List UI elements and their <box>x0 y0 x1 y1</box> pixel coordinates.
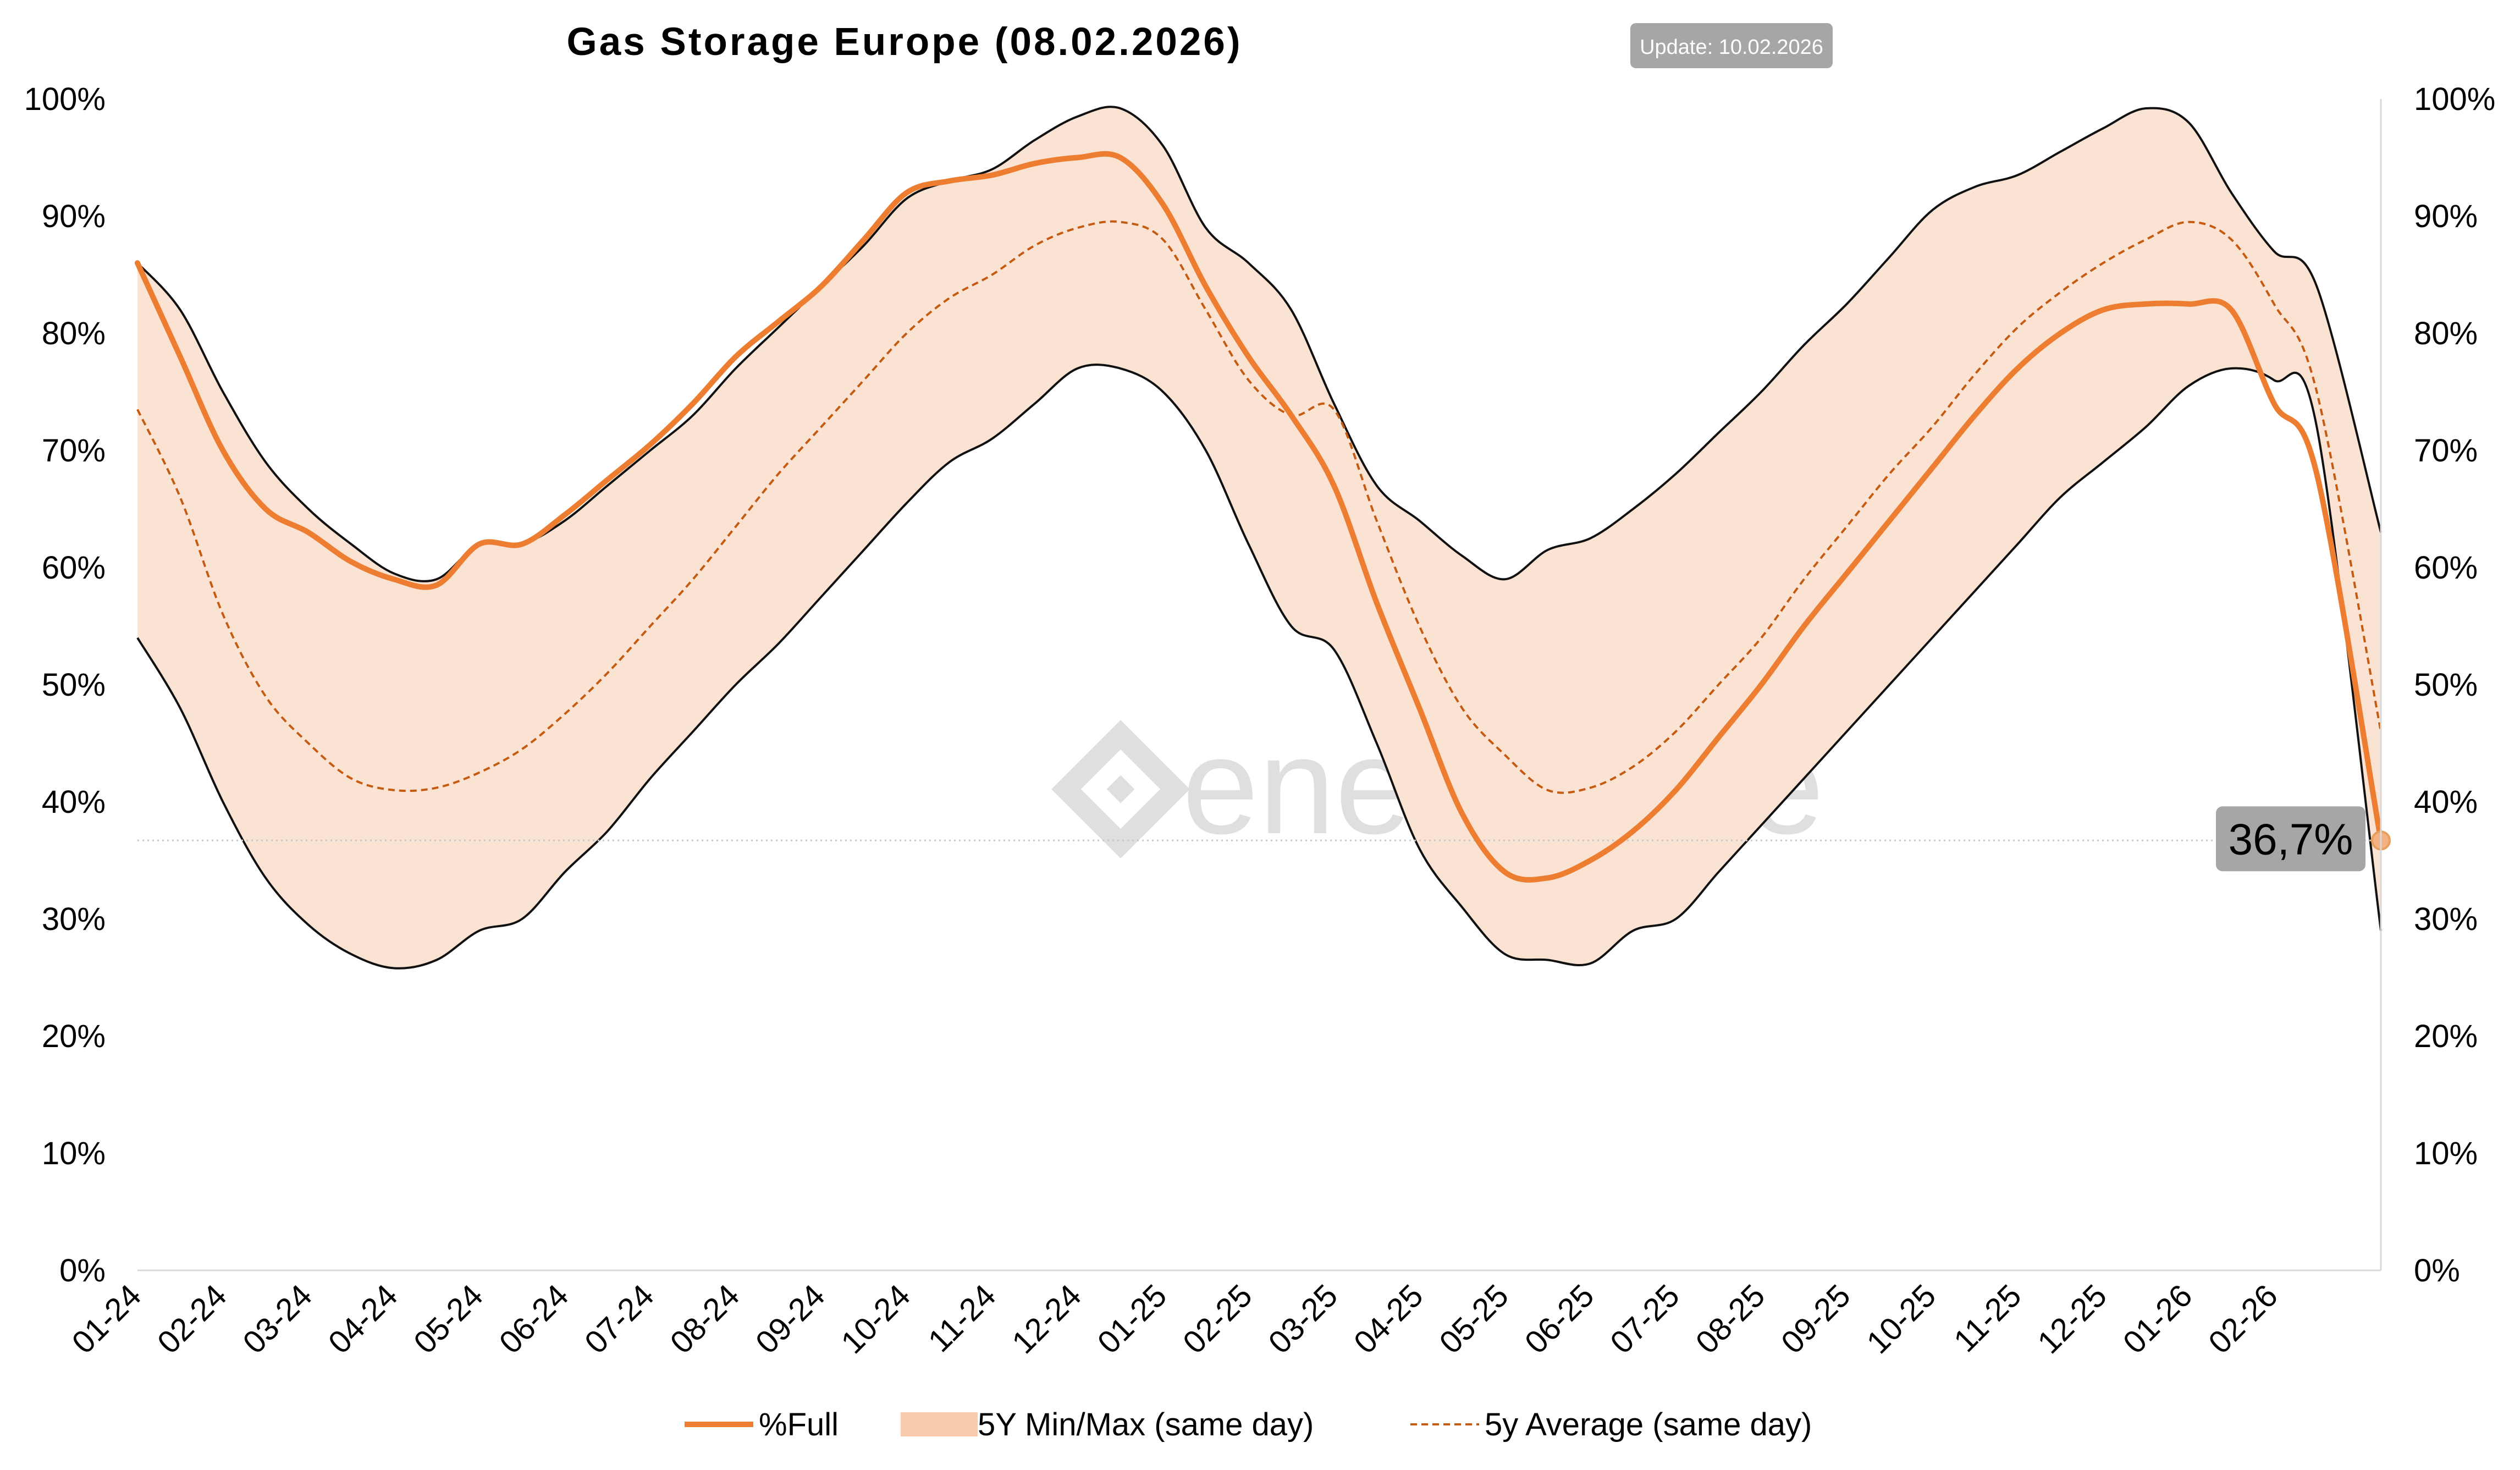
legend-item-2: 5y Average (same day) <box>1410 1407 1812 1443</box>
legend-label: %Full <box>759 1407 839 1443</box>
legend-item-0: %Full <box>685 1407 839 1443</box>
y-tick-label-left: 90% <box>42 199 106 234</box>
x-tick-label: 01-26 <box>2116 1278 2199 1361</box>
y-tick-label-left: 30% <box>42 901 106 937</box>
y-tick-label-right: 80% <box>2414 316 2478 351</box>
x-tick-label: 12-24 <box>1005 1278 1088 1361</box>
update-badge-text: Update: 10.02.2026 <box>1640 36 1823 59</box>
x-tick-label: 11-25 <box>1947 1278 2028 1359</box>
x-tick-label: 08-25 <box>1689 1278 1772 1361</box>
y-tick-label-right: 60% <box>2414 550 2478 586</box>
y-tick-label-right: 70% <box>2414 433 2478 469</box>
series-line-5y-min <box>136 364 2382 970</box>
x-tick-label: 08-24 <box>663 1278 746 1361</box>
y-tick-label-left: 40% <box>42 784 106 820</box>
x-tick-label: 03-25 <box>1261 1278 1344 1361</box>
x-tick-label: 02-24 <box>151 1278 234 1361</box>
y-tick-label-left: 0% <box>59 1253 106 1289</box>
legend-item-1: 5Y Min/Max (same day) <box>901 1407 1314 1443</box>
x-tick-label: 04-25 <box>1347 1278 1430 1361</box>
y-tick-label-right: 30% <box>2414 901 2478 937</box>
x-tick-label: 06-25 <box>1518 1278 1601 1361</box>
x-tick-label: 11-24 <box>922 1278 1003 1359</box>
y-tick-label-left: 60% <box>42 550 106 586</box>
x-tick-label: 07-24 <box>578 1278 661 1361</box>
x-tick-label: 02-25 <box>1176 1278 1259 1361</box>
legend-swatch-band <box>901 1412 978 1436</box>
x-tick-label: 05-25 <box>1432 1278 1515 1361</box>
y-tick-label-left: 100% <box>24 81 106 117</box>
x-tick-label: 02-26 <box>2202 1278 2285 1361</box>
y-tick-label-right: 100% <box>2414 81 2495 117</box>
legend-label: 5Y Min/Max (same day) <box>978 1407 1314 1443</box>
y-tick-label-right: 40% <box>2414 784 2478 820</box>
y-tick-label-right: 90% <box>2414 199 2478 234</box>
min-max-band <box>137 107 2381 968</box>
x-tick-label: 06-24 <box>492 1278 575 1361</box>
x-tick-label: 09-25 <box>1774 1278 1857 1361</box>
y-tick-label-right: 50% <box>2414 667 2478 703</box>
x-tick-label: 01-25 <box>1090 1278 1173 1361</box>
x-tick-label: 01-24 <box>65 1278 148 1361</box>
current-value-callout: 36,7% <box>2216 806 2365 872</box>
y-tick-label-left: 10% <box>42 1136 106 1171</box>
y-tick-label-left: 20% <box>42 1018 106 1054</box>
legend: %Full 5Y Min/Max (same day) 5y Average (sa… <box>685 1407 1812 1443</box>
callout-label: 36,7% <box>2229 814 2353 863</box>
x-tick-label: 03-24 <box>236 1278 319 1361</box>
x-tick-label: 09-24 <box>749 1278 832 1361</box>
update-badge-background <box>1630 23 1833 68</box>
x-tick-label: 07-25 <box>1603 1278 1686 1361</box>
plot-area: 36,7% <box>135 106 2391 970</box>
x-tick-label: 12-25 <box>2031 1278 2114 1361</box>
series-line-full <box>135 151 2384 883</box>
y-tick-label-left: 70% <box>42 433 106 469</box>
y-tick-label-right: 0% <box>2414 1253 2460 1289</box>
y-tick-label-right: 10% <box>2414 1136 2478 1171</box>
x-tick-label: 04-24 <box>322 1278 405 1361</box>
y-tick-label-left: 80% <box>42 316 106 351</box>
callout-background <box>2216 806 2365 872</box>
update-badge: Update: 10.02.2026 <box>1630 23 1833 68</box>
enerchase-logo-icon <box>1051 720 1190 858</box>
x-tick-label: 05-24 <box>407 1278 490 1361</box>
y-tick-label-right: 20% <box>2414 1018 2478 1054</box>
x-tick-label: 10-24 <box>834 1278 917 1361</box>
chart-title: Gas Storage Europe (08.02.2026) <box>567 20 1243 64</box>
y-tick-label-left: 50% <box>42 667 106 703</box>
x-tick-label: 10-25 <box>1860 1278 1943 1361</box>
legend-label: 5y Average (same day) <box>1485 1407 1812 1443</box>
